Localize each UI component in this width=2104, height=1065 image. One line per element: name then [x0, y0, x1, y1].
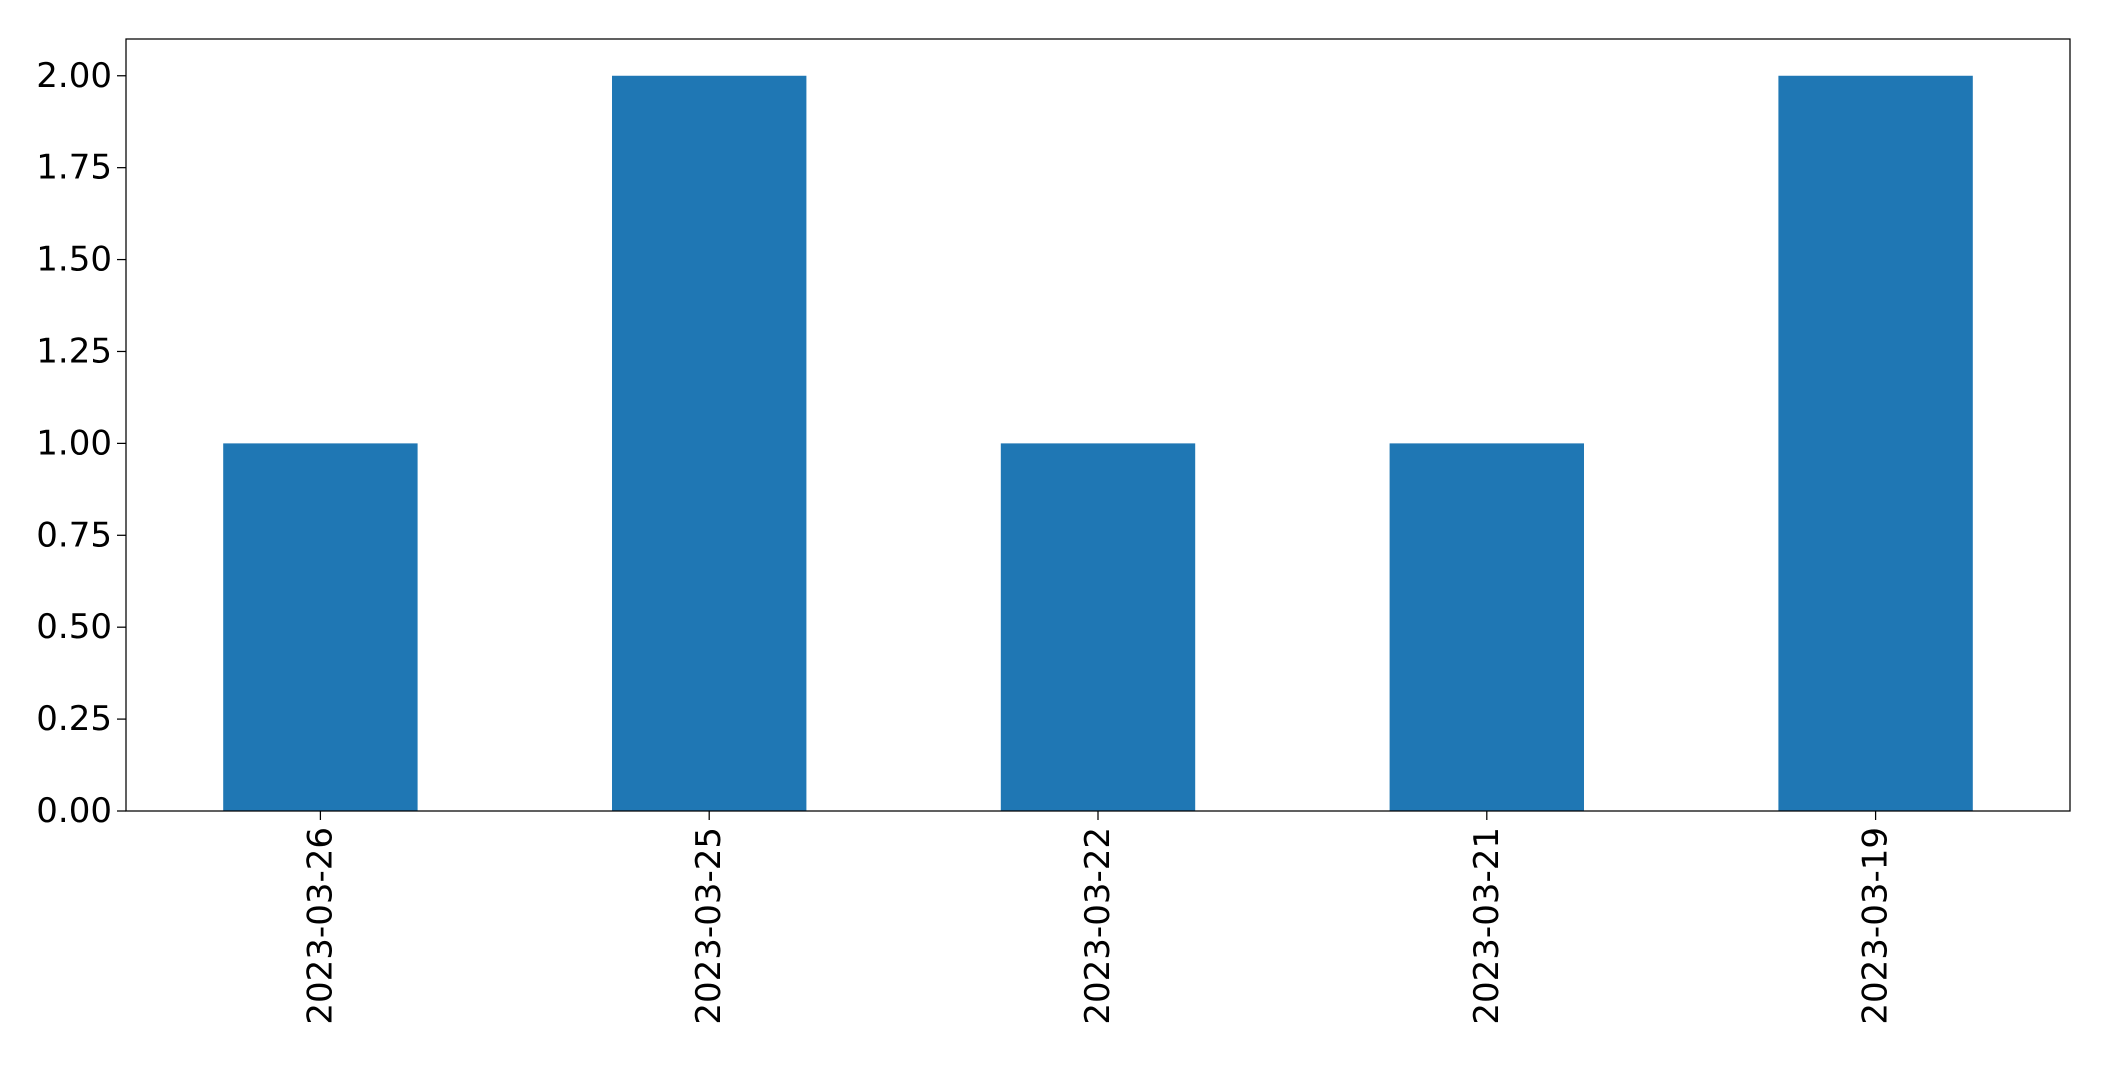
x-tick-label: 2023-03-19	[1856, 827, 1896, 1025]
y-tick-label: 1.50	[36, 240, 112, 280]
y-axis: 0.00 0.25 0.50 0.75 1.00 1.25 1.50 1.75 2.00	[36, 56, 126, 831]
y-tick-label: 1.25	[36, 331, 112, 371]
y-tick-label: 0.75	[36, 515, 112, 555]
y-tick-label: 0.50	[36, 607, 112, 647]
bar-2023-03-19	[1778, 75, 1973, 811]
bar-2023-03-25	[612, 75, 807, 811]
bar-2023-03-21	[1389, 443, 1584, 811]
x-tick-label: 2023-03-21	[1467, 827, 1507, 1025]
bar-2023-03-22	[1000, 443, 1196, 811]
x-tick-label: 2023-03-26	[300, 827, 340, 1025]
y-tick-label: 0.25	[36, 699, 112, 739]
bars-layer	[223, 75, 1973, 811]
bar-2023-03-26	[223, 443, 418, 811]
plot-frame	[125, 38, 2071, 812]
y-tick-label: 2.00	[36, 56, 112, 96]
y-tick-label: 1.75	[36, 148, 112, 188]
y-tick-label: 1.00	[36, 423, 112, 463]
x-axis: 2023-03-26 2023-03-25 2023-03-22 2023-03-21…	[300, 811, 1896, 1025]
x-tick-label: 2023-03-25	[689, 827, 729, 1025]
y-tick-label: 0.00	[36, 791, 112, 831]
x-tick-label: 2023-03-22	[1078, 827, 1118, 1025]
